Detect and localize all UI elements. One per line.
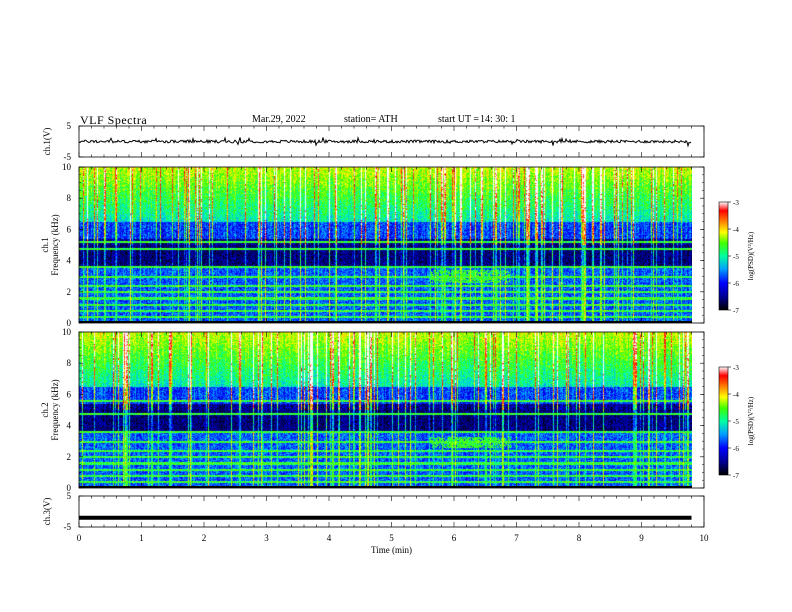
y-tick-label: 2 — [67, 287, 72, 297]
y-tick-label: 4 — [67, 256, 72, 266]
spectrogram-ch1 — [79, 167, 692, 323]
ylabel-ch3-wave: ch.3(V) — [42, 498, 52, 526]
x-tick-label: 2 — [202, 533, 207, 543]
ylabel-ch1-spectrogram: Frequency (kHz) — [50, 214, 60, 275]
y-tick-label: 8 — [67, 358, 72, 368]
y-tick-label: 5 — [67, 121, 72, 131]
colorbar-tick-label: -6 — [733, 280, 739, 288]
colorbar — [718, 366, 729, 476]
y-tick-label: 8 — [67, 193, 72, 203]
y-tick-label: 4 — [67, 421, 72, 431]
ylabel-ch1-spectrogram: ch.1 — [40, 237, 50, 252]
y-tick-label: 6 — [67, 224, 72, 234]
ylabel-ch2-spectrogram: Frequency (kHz) — [50, 379, 60, 440]
baseline-band — [79, 486, 692, 488]
x-tick-label: 7 — [514, 533, 519, 543]
x-tick-label: 9 — [639, 533, 644, 543]
y-tick-label: 5 — [67, 491, 72, 501]
ylabel-ch2-spectrogram: ch.2 — [40, 402, 50, 417]
x-tick-label: 6 — [452, 533, 457, 543]
waveform-ch1 — [78, 135, 692, 148]
colorbar — [718, 201, 729, 311]
y-tick-label: 6 — [67, 389, 72, 399]
x-tick-label: 4 — [327, 533, 332, 543]
start-time-value: 14: 30: 1 — [480, 114, 516, 125]
colorbar-tick-label: -7 — [733, 307, 739, 315]
y-tick-label: 2 — [67, 452, 72, 462]
x-axis-label: Time (min) — [371, 545, 412, 555]
spectrogram-ch2 — [79, 332, 692, 488]
colorbar-tick-label: -4 — [733, 391, 739, 399]
colorbar-tick-label: -3 — [733, 199, 739, 207]
chart-title: VLF Spectra — [80, 113, 148, 127]
x-tick-label: 10 — [700, 533, 710, 543]
y-tick-label: 0 — [67, 483, 72, 493]
x-tick-label: 8 — [577, 533, 582, 543]
colorbar-tick-label: -7 — [733, 472, 739, 480]
x-tick-label: 3 — [264, 533, 269, 543]
colorbar-tick-label: -4 — [733, 226, 739, 234]
date-label: Mar.29, 2022 — [252, 114, 306, 125]
colorbar-label: log(PSD)(V²/Hz) — [747, 396, 755, 445]
y-tick-label: 0 — [67, 318, 72, 328]
start-ut-label: start UT = — [438, 114, 480, 125]
colorbar-tick-label: -5 — [733, 418, 739, 426]
y-tick-label: 10 — [62, 162, 72, 172]
colorbar-tick-label: -3 — [733, 364, 739, 372]
colorbar-tick-label: -5 — [733, 253, 739, 261]
ylabel-ch1-wave: ch.1(V) — [42, 128, 52, 156]
colorbar-tick-label: -6 — [733, 445, 739, 453]
baseline-band — [79, 321, 692, 323]
y-tick-label: -5 — [64, 522, 72, 532]
x-tick-label: 5 — [389, 533, 394, 543]
y-tick-label: -5 — [64, 152, 72, 162]
y-tick-label: 10 — [62, 327, 72, 337]
x-tick-label: 0 — [77, 533, 82, 543]
colorbar-label: log(PSD)(V²/Hz) — [747, 231, 755, 280]
x-tick-label: 1 — [139, 533, 144, 543]
station-label: station= ATH — [344, 114, 398, 125]
